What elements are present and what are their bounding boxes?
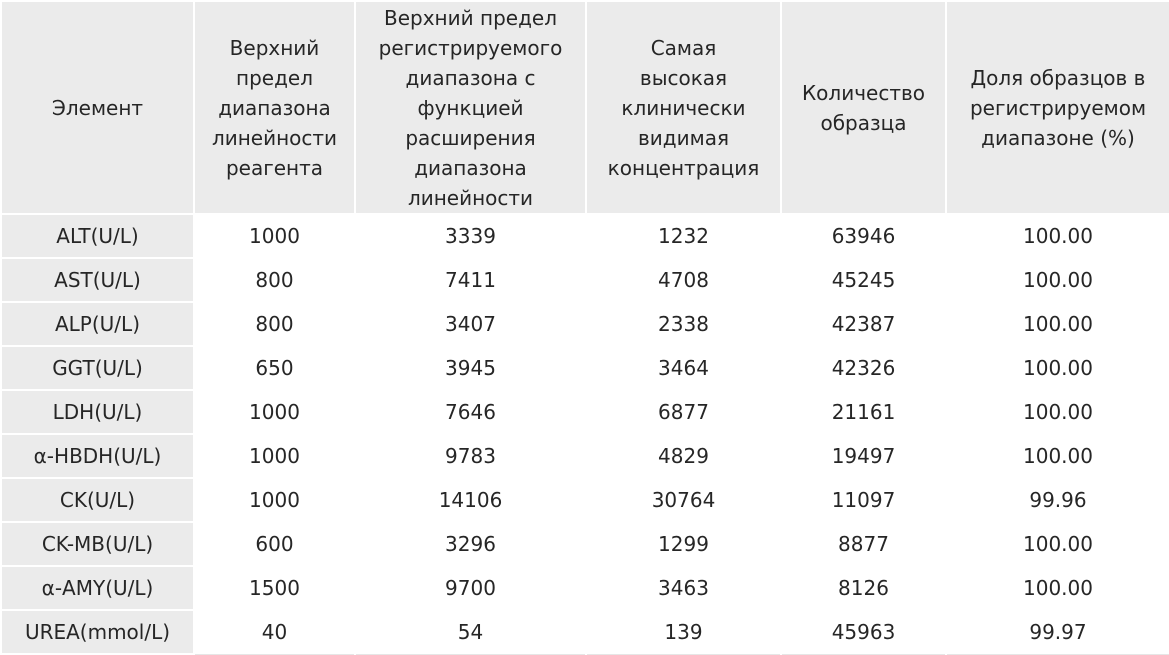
table-cell: 9783 bbox=[354, 433, 587, 479]
table-cell: 1299 bbox=[585, 521, 782, 567]
table-cell: 800 bbox=[193, 257, 356, 303]
column-header-extended-range-limit: Верхний предел регистрируемого диапазона… bbox=[354, 0, 587, 215]
table-cell: 7411 bbox=[354, 257, 587, 303]
table-row: LDH(U/L) 1000 7646 6877 21161 100.00 bbox=[0, 389, 1169, 435]
table-cell: 1000 bbox=[193, 477, 356, 523]
column-header-element: Элемент bbox=[0, 0, 195, 215]
table-body: ALT(U/L) 1000 3339 1232 63946 100.00 AST… bbox=[0, 213, 1169, 655]
table-cell: 650 bbox=[193, 345, 356, 391]
row-label: UREA(mmol/L) bbox=[0, 609, 195, 655]
table-row: CK(U/L) 1000 14106 30764 11097 99.96 bbox=[0, 477, 1169, 523]
row-label: α-HBDH(U/L) bbox=[0, 433, 195, 479]
table-cell: 30764 bbox=[585, 477, 782, 523]
table-cell: 600 bbox=[193, 521, 356, 567]
table-cell: 8877 bbox=[780, 521, 947, 567]
table-cell: 21161 bbox=[780, 389, 947, 435]
row-label: GGT(U/L) bbox=[0, 345, 195, 391]
table-row: ALP(U/L) 800 3407 2338 42387 100.00 bbox=[0, 301, 1169, 347]
table-cell: 19497 bbox=[780, 433, 947, 479]
row-label: LDH(U/L) bbox=[0, 389, 195, 435]
column-header-reagent-linearity-limit: Верхний предел диапазона линейности реаг… bbox=[193, 0, 356, 215]
row-label: CK-MB(U/L) bbox=[0, 521, 195, 567]
table-cell: 99.96 bbox=[945, 477, 1169, 523]
row-label: ALP(U/L) bbox=[0, 301, 195, 347]
table-cell: 45963 bbox=[780, 609, 947, 655]
row-label: CK(U/L) bbox=[0, 477, 195, 523]
table-row: α-AMY(U/L) 1500 9700 3463 8126 100.00 bbox=[0, 565, 1169, 611]
row-label: AST(U/L) bbox=[0, 257, 195, 303]
table-cell: 100.00 bbox=[945, 521, 1169, 567]
table-cell: 100.00 bbox=[945, 301, 1169, 347]
table-cell: 1232 bbox=[585, 213, 782, 259]
table-cell: 3339 bbox=[354, 213, 587, 259]
table-cell: 2338 bbox=[585, 301, 782, 347]
table-cell: 100.00 bbox=[945, 565, 1169, 611]
table-cell: 40 bbox=[193, 609, 356, 655]
table-cell: 100.00 bbox=[945, 213, 1169, 259]
table-row: GGT(U/L) 650 3945 3464 42326 100.00 bbox=[0, 345, 1169, 391]
row-label: α-AMY(U/L) bbox=[0, 565, 195, 611]
table-header: Элемент Верхний предел диапазона линейно… bbox=[0, 0, 1169, 215]
table-cell: 54 bbox=[354, 609, 587, 655]
table-cell: 3463 bbox=[585, 565, 782, 611]
table-cell: 1500 bbox=[193, 565, 356, 611]
table-cell: 9700 bbox=[354, 565, 587, 611]
table-cell: 139 bbox=[585, 609, 782, 655]
table-cell: 800 bbox=[193, 301, 356, 347]
column-header-sample-count: Количество образца bbox=[780, 0, 947, 215]
table-cell: 4829 bbox=[585, 433, 782, 479]
header-row: Элемент Верхний предел диапазона линейно… bbox=[0, 0, 1169, 215]
table-row: AST(U/L) 800 7411 4708 45245 100.00 bbox=[0, 257, 1169, 303]
table-cell: 7646 bbox=[354, 389, 587, 435]
table-row: ALT(U/L) 1000 3339 1232 63946 100.00 bbox=[0, 213, 1169, 259]
table-cell: 100.00 bbox=[945, 257, 1169, 303]
table-cell: 14106 bbox=[354, 477, 587, 523]
table-cell: 3407 bbox=[354, 301, 587, 347]
table-cell: 11097 bbox=[780, 477, 947, 523]
table-cell: 1000 bbox=[193, 389, 356, 435]
table-cell: 6877 bbox=[585, 389, 782, 435]
table-cell: 42326 bbox=[780, 345, 947, 391]
table-row: UREA(mmol/L) 40 54 139 45963 99.97 bbox=[0, 609, 1169, 655]
table-cell: 100.00 bbox=[945, 389, 1169, 435]
row-label: ALT(U/L) bbox=[0, 213, 195, 259]
table-cell: 1000 bbox=[193, 433, 356, 479]
table-cell: 99.97 bbox=[945, 609, 1169, 655]
table-cell: 42387 bbox=[780, 301, 947, 347]
table-row: α-HBDH(U/L) 1000 9783 4829 19497 100.00 bbox=[0, 433, 1169, 479]
table-cell: 100.00 bbox=[945, 345, 1169, 391]
table-cell: 100.00 bbox=[945, 433, 1169, 479]
table-cell: 3945 bbox=[354, 345, 587, 391]
table-cell: 3296 bbox=[354, 521, 587, 567]
table-cell: 3464 bbox=[585, 345, 782, 391]
table-cell: 4708 bbox=[585, 257, 782, 303]
table-cell: 45245 bbox=[780, 257, 947, 303]
table-row: CK-MB(U/L) 600 3296 1299 8877 100.00 bbox=[0, 521, 1169, 567]
table-cell: 8126 bbox=[780, 565, 947, 611]
table-cell: 1000 bbox=[193, 213, 356, 259]
column-header-highest-clinical-concentration: Самая высокая клинически видимая концент… bbox=[585, 0, 782, 215]
table-cell: 63946 bbox=[780, 213, 947, 259]
column-header-sample-fraction: Доля образцов в регистрируемом диапазоне… bbox=[945, 0, 1169, 215]
